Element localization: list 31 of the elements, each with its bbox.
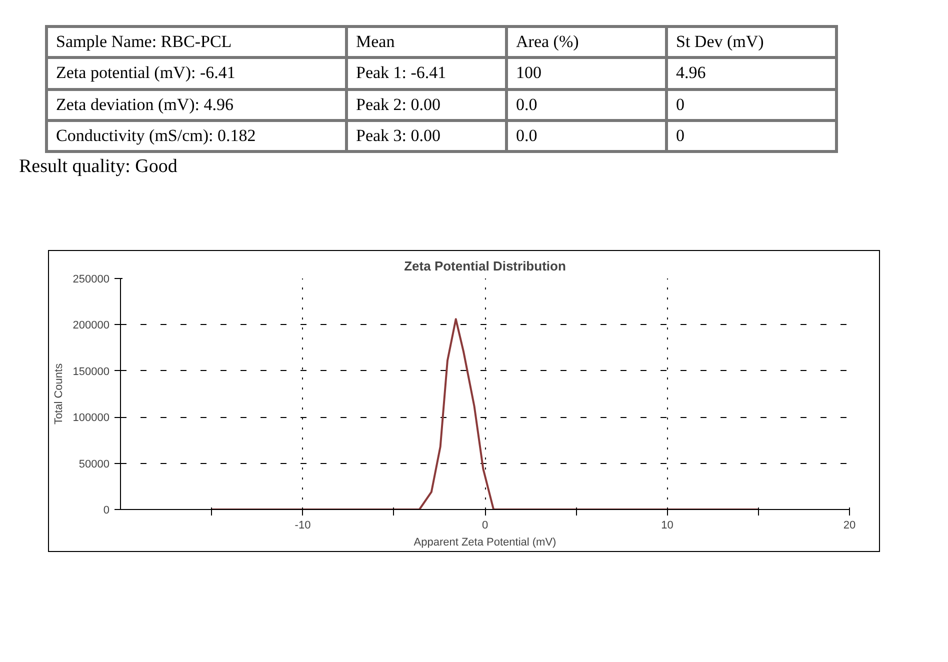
text: Sample Name: RBC-PCL xyxy=(46,26,346,58)
y-tick-label: 0 xyxy=(103,504,110,516)
text: Peak 2: 0.00 xyxy=(346,89,506,120)
text: Result quality: Good xyxy=(19,155,178,180)
text: Zeta deviation (mV): 4.96 xyxy=(46,89,346,120)
x-axis-title: Apparent Zeta Potential (mV) xyxy=(414,536,556,548)
line-series xyxy=(210,318,760,510)
text: Conductivity (mS/cm): 0.182 xyxy=(46,120,346,152)
text: 0.0 xyxy=(506,89,666,120)
text: Peak 3: 0.00 xyxy=(346,120,506,152)
text: 0 xyxy=(666,120,836,152)
text: 0.0 xyxy=(506,120,666,152)
y-tick-label: 100000 xyxy=(72,412,110,424)
text: Area (%) xyxy=(506,26,666,58)
x-tick-label: -10 xyxy=(294,520,311,532)
text: St Dev (mV) xyxy=(666,26,836,58)
text: Peak 1: -6.41 xyxy=(346,58,506,90)
x-tick-label: 20 xyxy=(843,520,856,532)
y-tick-label: 150000 xyxy=(72,366,110,378)
chart-title: Zeta Potential Distribution xyxy=(404,258,566,274)
y-axis-title: Total Counts xyxy=(52,362,65,425)
y-tick-label: 250000 xyxy=(72,274,110,286)
text: 4.96 xyxy=(666,58,836,90)
x-tick-label: 10 xyxy=(661,520,674,532)
text: 100 xyxy=(506,58,666,90)
text: 0 xyxy=(666,89,836,120)
y-tick-label: 200000 xyxy=(72,320,110,332)
x-tick-label: 0 xyxy=(482,520,488,532)
text: Mean xyxy=(346,26,506,58)
text: Zeta potential (mV): -6.41 xyxy=(46,58,346,90)
y-tick-label: 50000 xyxy=(78,458,110,470)
